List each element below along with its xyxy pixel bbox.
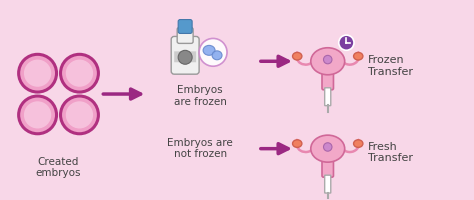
Circle shape [323,56,332,64]
FancyBboxPatch shape [177,28,193,44]
Ellipse shape [212,52,222,60]
Ellipse shape [311,49,345,75]
Circle shape [199,39,227,67]
FancyBboxPatch shape [325,175,331,193]
Circle shape [339,36,354,51]
Ellipse shape [311,135,345,162]
Ellipse shape [354,53,363,61]
Circle shape [24,102,51,129]
Circle shape [66,60,93,87]
FancyBboxPatch shape [322,159,334,177]
Text: Fresh
Transfer: Fresh Transfer [368,141,412,163]
FancyBboxPatch shape [171,37,199,75]
Ellipse shape [354,140,363,148]
Text: Frozen
Transfer: Frozen Transfer [368,55,412,77]
Circle shape [24,60,51,87]
Circle shape [61,55,99,93]
FancyBboxPatch shape [325,88,331,106]
Circle shape [61,97,99,134]
Circle shape [323,143,332,151]
Ellipse shape [203,46,215,56]
Text: Embryos are
not frozen: Embryos are not frozen [167,137,233,159]
Text: Embryos
are frozen: Embryos are frozen [173,85,227,106]
Ellipse shape [292,140,302,148]
Circle shape [178,51,192,65]
Circle shape [18,55,56,93]
FancyBboxPatch shape [174,52,196,63]
FancyBboxPatch shape [178,20,192,34]
Circle shape [18,97,56,134]
Circle shape [346,42,347,44]
FancyBboxPatch shape [322,72,334,90]
Text: Created
embryos: Created embryos [36,156,81,177]
Ellipse shape [292,53,302,61]
Circle shape [66,102,93,129]
